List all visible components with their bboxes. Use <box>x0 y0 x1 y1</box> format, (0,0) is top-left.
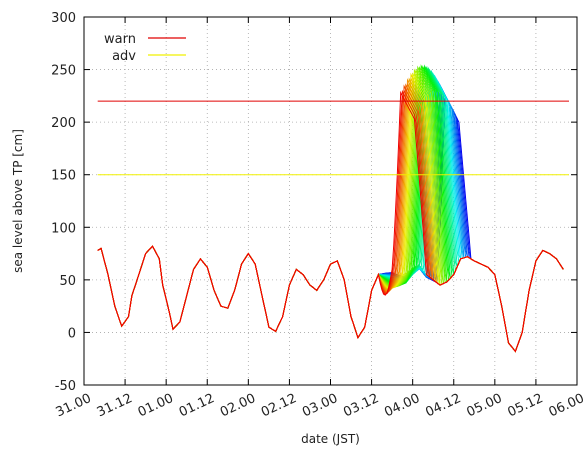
legend-label-warn: warn <box>104 32 136 47</box>
ensemble-line <box>97 90 564 353</box>
legend-label-adv: adv <box>112 49 136 64</box>
y-tick-label: 250 <box>51 64 76 79</box>
y-tick-label: 150 <box>51 169 76 184</box>
y-tick-label: 50 <box>59 274 76 289</box>
x-axis-label: date (JST) <box>301 432 360 446</box>
legend: warn adv <box>104 32 186 64</box>
y-tick-label: 300 <box>51 11 76 26</box>
series-lines <box>97 64 564 353</box>
y-tick-label: 100 <box>51 221 76 236</box>
y-tick-labels: -50 0 50 100 150 200 250 300 <box>51 11 76 394</box>
y-tick-label: -50 <box>55 379 76 394</box>
threshold-lines <box>97 100 569 176</box>
y-tick-label: 200 <box>51 116 76 131</box>
plot-frame <box>83 16 578 386</box>
y-tick-label: 0 <box>68 326 76 341</box>
y-axis-label: sea level above TP [cm] <box>11 129 25 273</box>
